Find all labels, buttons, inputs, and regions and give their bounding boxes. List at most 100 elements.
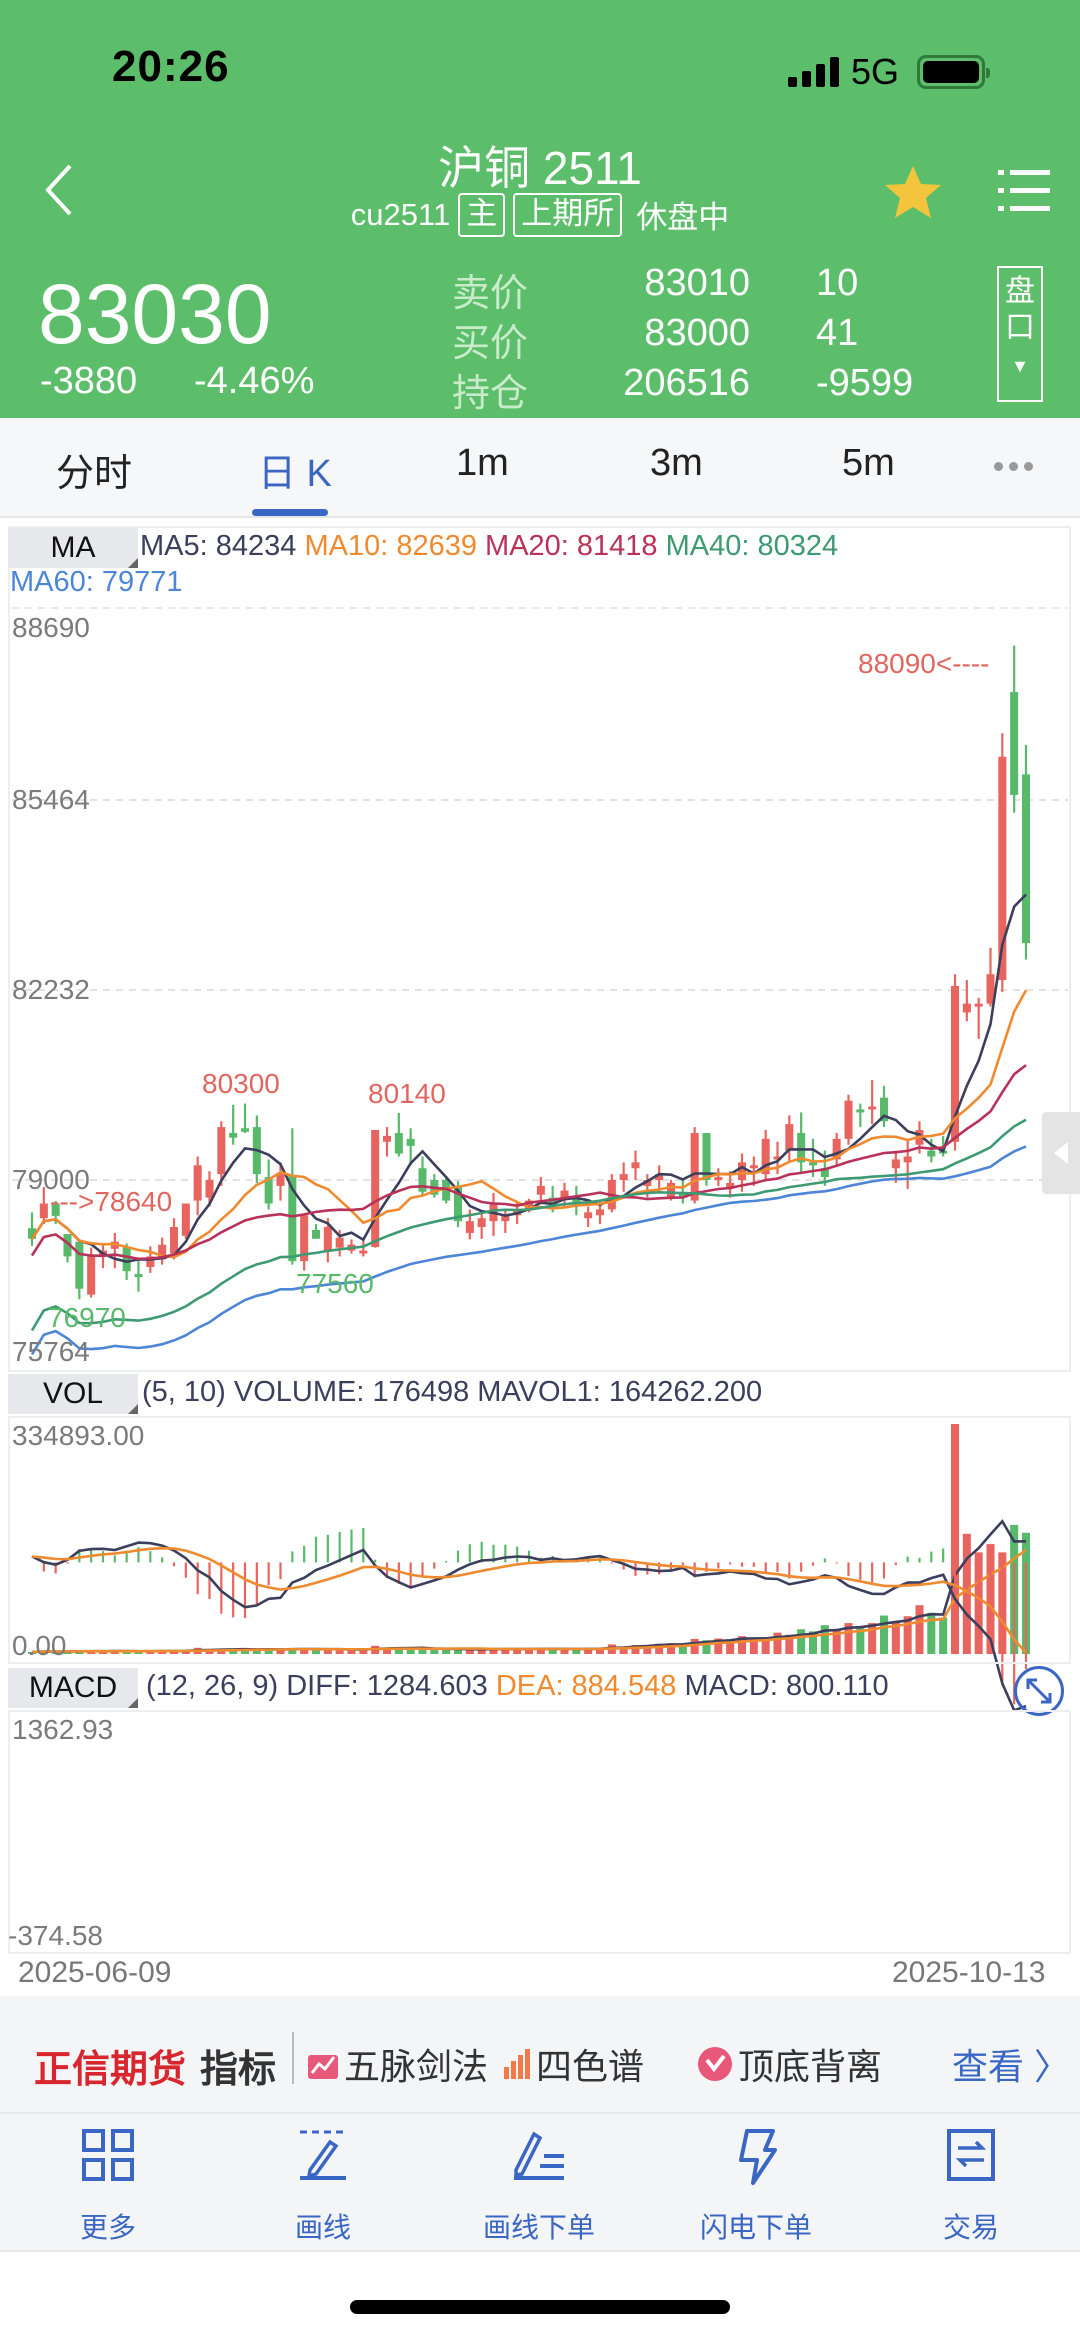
peak2-annotation: 80140 — [368, 1078, 446, 1109]
macd-value: MACD: 800.110 — [684, 1670, 889, 1702]
toolbar-draw-order[interactable]: 画线下单 — [459, 2114, 619, 2252]
tab-daily-k[interactable]: 日 K — [258, 453, 332, 495]
macd-y-min: -374.58 — [8, 1920, 103, 1951]
grid-icon — [82, 2129, 134, 2181]
fullscreen-button[interactable] — [1014, 1666, 1064, 1716]
trend-chart-icon — [308, 2055, 338, 2079]
low1-annotation: 76970 — [48, 1302, 126, 1333]
indicator-dingdi[interactable]: 顶底背离 — [696, 2038, 882, 2090]
draw-order-icon — [514, 2131, 564, 2180]
vol-y-max: 334893.00 — [12, 1420, 145, 1451]
more-periods-button[interactable] — [994, 462, 1033, 471]
star-icon — [885, 166, 941, 218]
battery-icon — [917, 55, 991, 89]
list-menu-icon — [998, 170, 1050, 211]
tab-3m[interactable]: 3m — [650, 442, 703, 484]
session-status: 休盘中 — [636, 200, 730, 235]
price-change: -3880 — [40, 360, 138, 402]
bid-row: 买价 83000 41 — [452, 312, 932, 365]
indicator-label: 指标 — [200, 2049, 277, 2091]
end-date: 2025-10-13 — [892, 1956, 1046, 1989]
open-interest-value: 206516 — [623, 362, 750, 404]
y-tick-min: 75764 — [12, 1336, 90, 1367]
divider — [292, 2032, 294, 2084]
contract-code: cu2511 — [350, 196, 451, 232]
high-annotation: 88090<---- — [858, 648, 990, 679]
status-time: 20:26 — [112, 42, 230, 91]
trade-icon — [947, 2129, 995, 2181]
main-contract-tag: 主 — [458, 192, 506, 237]
y-tick-4: 79000 — [12, 1164, 90, 1195]
draw-line-icon — [300, 2130, 346, 2180]
ma5-value: MA5: 84234 — [140, 530, 297, 562]
y-tick-3: 82232 — [12, 974, 90, 1005]
order-book-label-1: 盘 — [1005, 275, 1035, 308]
bid-qty: 41 — [816, 312, 859, 354]
price-chart-panel — [8, 526, 1071, 1372]
open-interest-label: 持仓 — [452, 373, 529, 415]
vol-legend: (5, 10) VOLUME: 176498 MAVOL1: 164262.20… — [142, 1376, 763, 1408]
back-button[interactable] — [34, 160, 84, 220]
vol-selector[interactable]: VOL — [8, 1374, 138, 1414]
contract-subtitle: cu2511 主 上期所 休盘中 — [0, 192, 1080, 237]
order-book-label-2: 口 — [1005, 311, 1035, 344]
broker-brand: 正信期货 — [34, 2049, 187, 2091]
candlestick-chart[interactable] — [0, 0, 1080, 2000]
ask-row: 卖价 83010 10 — [452, 262, 932, 315]
tab-5m[interactable]: 5m — [842, 442, 895, 484]
y-tick-2: 85464 — [12, 784, 90, 815]
ma-selector[interactable]: MA — [8, 528, 138, 568]
chevron-left-icon — [45, 164, 72, 216]
indicator-wumai[interactable]: 五脉剑法 — [306, 2038, 488, 2090]
menu-button[interactable] — [996, 166, 1052, 216]
toolbar-trade[interactable]: 交易 — [891, 2114, 1051, 2252]
divergence-icon — [698, 2047, 732, 2081]
toolbar-more[interactable]: 更多 — [28, 2114, 188, 2252]
vol-y-min: 0.00 — [12, 1630, 67, 1661]
ma10-value: MA10: 82639 — [304, 530, 477, 562]
order-book-toggle[interactable]: 盘 口 ▼ — [997, 266, 1043, 402]
macd-panel — [8, 1710, 1071, 1954]
ask-qty: 10 — [816, 262, 859, 304]
network-type: 5G — [851, 51, 900, 92]
macd-y-max: 1362.93 — [12, 1714, 114, 1745]
bar-chart-icon — [504, 2049, 530, 2079]
toolbar-flash-order[interactable]: 闪电下单 — [676, 2114, 836, 2252]
open-interest-change: -9599 — [816, 362, 914, 404]
active-tab-indicator — [252, 509, 328, 516]
marker-annotation: --->78640 — [50, 1186, 173, 1217]
expand-arrows-icon — [1026, 1678, 1052, 1704]
ma20-value: MA20: 81418 — [485, 530, 658, 562]
toolbar-draw-line[interactable]: 画线 — [243, 2114, 403, 2252]
tab-1m[interactable]: 1m — [456, 442, 509, 484]
peak1-annotation: 80300 — [202, 1068, 280, 1099]
period-tabs: 分时 日 K 1m 3m 5m — [0, 418, 1080, 518]
macd-legend: (12, 26, 9) DIFF: 1284.603 DEA: 884.548 … — [146, 1670, 889, 1703]
volume-panel — [8, 1416, 1071, 1664]
caret-down-icon: ▼ — [1011, 356, 1029, 376]
ma60-value: MA60: 79771 — [10, 566, 183, 598]
macd-dea: DEA: 884.548 — [495, 1670, 677, 1702]
exchange-tag: 上期所 — [513, 192, 623, 237]
indicator-promo-bar: 正信期货 指标 五脉剑法 四色谱 顶底背离 查看 〉 — [0, 1996, 1080, 2114]
price-change-percent: -4.46% — [194, 360, 315, 402]
lightning-icon — [739, 2129, 777, 2185]
ma40-value: MA40: 80324 — [665, 530, 839, 562]
macd-selector[interactable]: MACD — [8, 1668, 138, 1708]
status-indicators: 5G — [788, 51, 991, 92]
favorite-button[interactable] — [882, 164, 944, 220]
signal-icon — [788, 57, 839, 87]
ma-legend: MA5: 84234 MA10: 82639 MA20: 81418 MA40:… — [140, 530, 838, 563]
view-more-link[interactable]: 查看 〉 — [952, 2046, 1071, 2087]
bottom-toolbar: 更多 画线 画线下单 闪电下单 交易 — [0, 2114, 1080, 2252]
last-price: 83030 — [38, 267, 272, 361]
low2-annotation: 77560 — [296, 1268, 374, 1299]
ask-label: 卖价 — [452, 273, 529, 315]
home-indicator — [350, 2300, 730, 2314]
bid-price: 83000 — [644, 312, 750, 354]
ask-price: 83010 — [644, 262, 750, 304]
tab-intraday[interactable]: 分时 — [56, 453, 133, 495]
side-panel-handle[interactable] — [1042, 1112, 1080, 1194]
indicator-sisepu[interactable]: 四色谱 — [502, 2038, 644, 2090]
macd-diff: (12, 26, 9) DIFF: 1284.603 — [146, 1670, 488, 1702]
